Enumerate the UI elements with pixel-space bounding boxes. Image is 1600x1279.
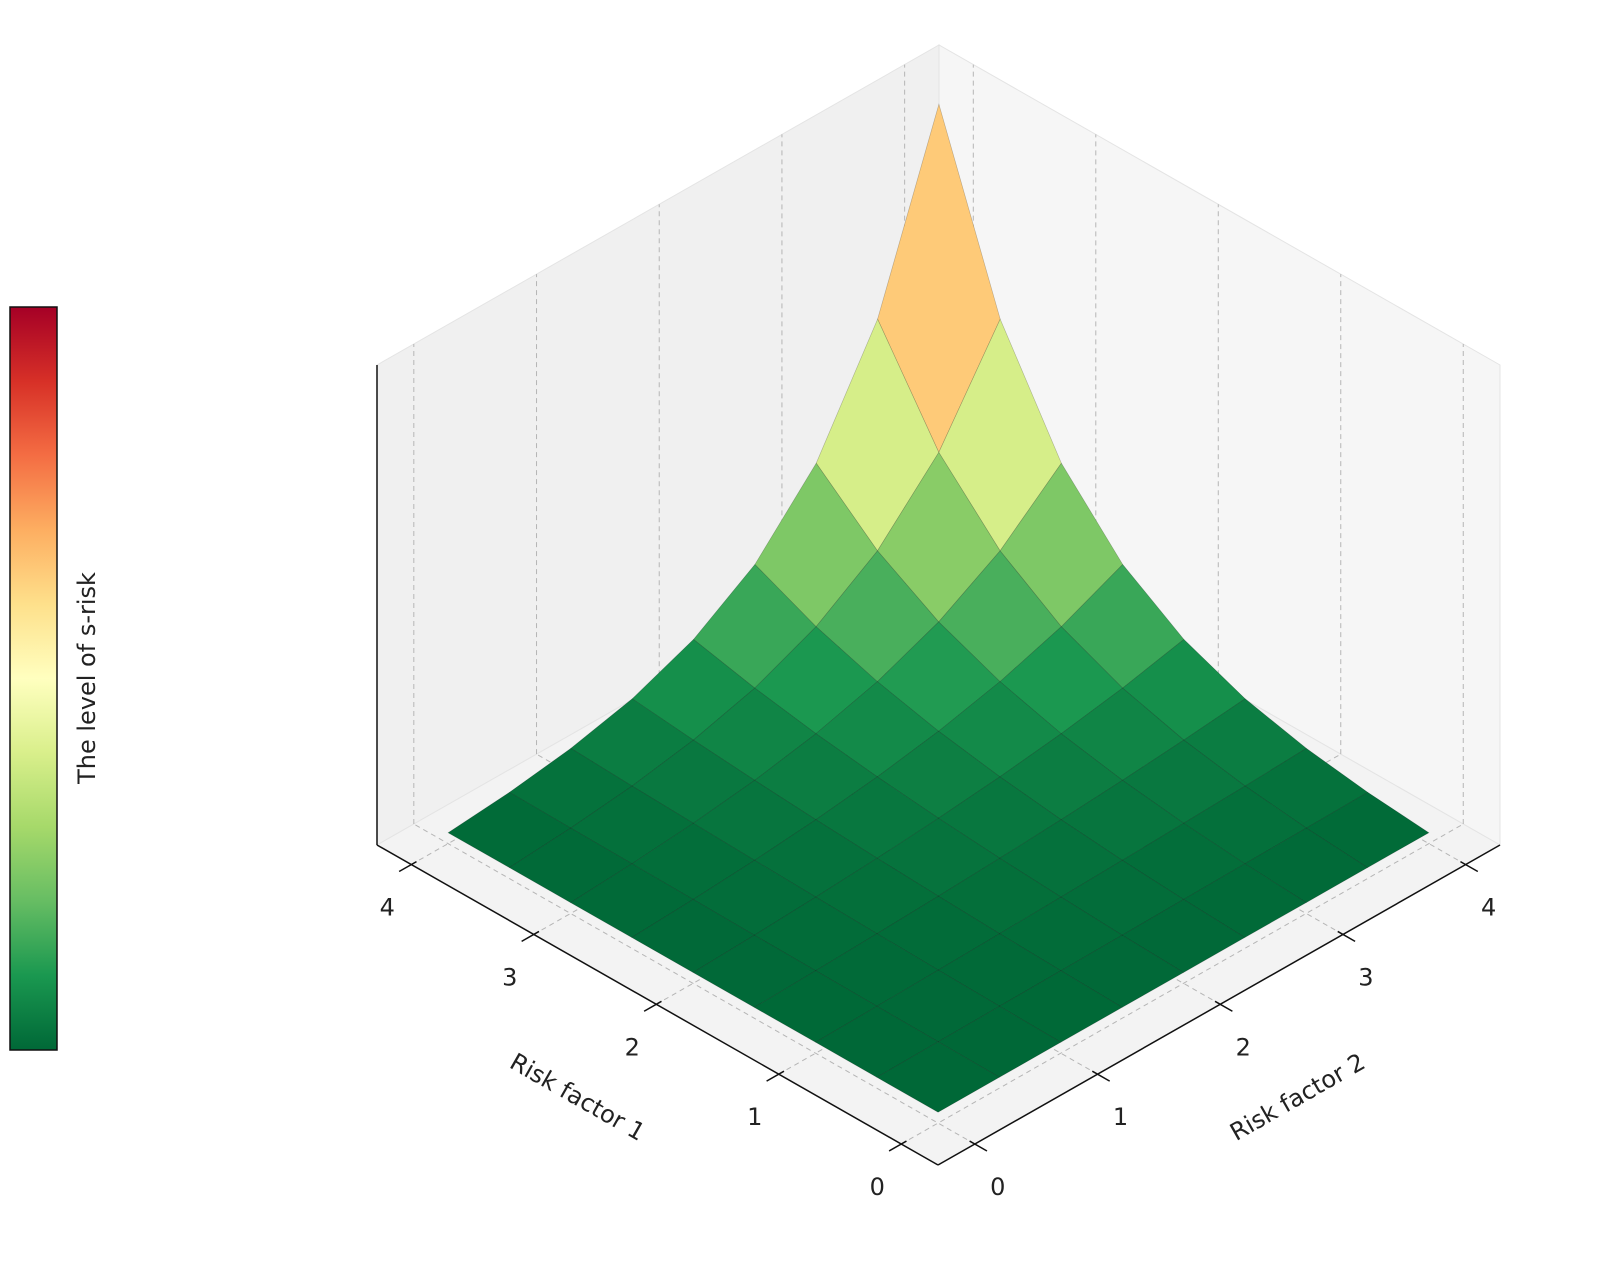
y-tick <box>1214 1000 1233 1012</box>
surface-patch <box>754 733 878 821</box>
y-tick <box>1460 860 1479 873</box>
x-tick-label: 3 <box>502 963 517 991</box>
surface-patch <box>876 895 1001 971</box>
y-tick-label: 3 <box>1358 963 1373 991</box>
x-tick <box>398 860 417 873</box>
surface-patch <box>938 318 1062 552</box>
x-tick <box>643 1000 662 1012</box>
surface-patch <box>998 970 1123 1043</box>
x-tick <box>888 1140 907 1152</box>
surface-patch <box>999 462 1124 628</box>
colorbar-label: The level of s-risk <box>73 572 101 785</box>
surface-patch <box>999 896 1123 972</box>
surface-patch <box>692 687 817 781</box>
surface-patch <box>815 933 939 1007</box>
y-tick-label: 2 <box>1236 1033 1251 1061</box>
colorbar <box>9 306 58 1051</box>
surface <box>447 103 1430 1113</box>
y-axis-label: Risk factor 2 <box>1225 1048 1370 1147</box>
surface-patch <box>753 896 878 972</box>
surface-patch <box>1060 934 1185 1008</box>
y-axis-line <box>937 844 1501 1166</box>
surface-patch <box>1244 827 1369 903</box>
x-tick-label: 1 <box>747 1103 762 1131</box>
surface-patch <box>877 103 1001 454</box>
y-tick <box>1337 930 1356 943</box>
x-axis-label: Risk factor 1 <box>505 1048 650 1147</box>
surface-patch <box>937 776 1062 859</box>
axes: 0 1 2 3 4 0 1 2 3 4 <box>376 365 1501 1201</box>
y-tick <box>969 1140 988 1152</box>
x-tick-label: 4 <box>380 894 395 922</box>
y-tick-label: 4 <box>1481 894 1496 922</box>
x-tick <box>521 930 540 943</box>
surface-patch <box>570 698 694 787</box>
surface-patch <box>1122 639 1246 741</box>
surface-patch <box>753 970 878 1043</box>
grid <box>411 64 1466 1145</box>
surface-patch <box>815 318 940 552</box>
y-tick <box>1091 1070 1111 1082</box>
y-tick-label: 1 <box>1113 1103 1128 1131</box>
surface-patch <box>937 933 1062 1007</box>
x-axis-line <box>376 844 939 1166</box>
surface-patch <box>754 626 878 735</box>
surface-patch <box>1305 791 1430 868</box>
y-tick-label: 0 <box>990 1173 1005 1201</box>
x-tick-label: 0 <box>870 1173 885 1201</box>
surface-patch <box>877 451 1001 623</box>
surface-patch <box>815 776 940 859</box>
x-tick <box>766 1070 785 1082</box>
surface-patch <box>631 639 756 741</box>
x-tick-label: 2 <box>625 1033 640 1061</box>
surface-patch <box>1060 780 1185 861</box>
surface-patch <box>876 1041 1001 1113</box>
